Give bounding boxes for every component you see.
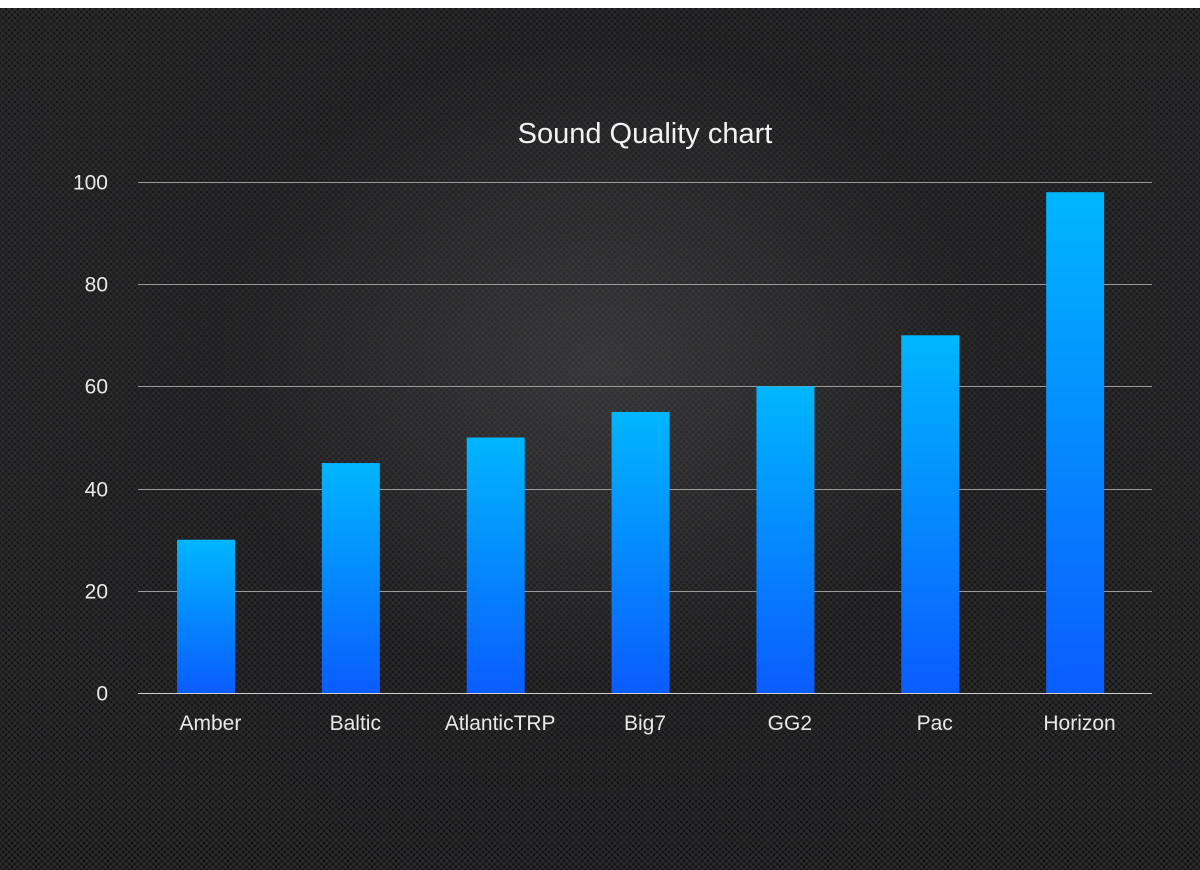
- x-axis-labels: Amber Baltic AtlanticTRP Big7 GG2 Pac Horizon: [179, 712, 1115, 735]
- bar-atlantictrp: [466, 437, 525, 693]
- x-category-label: GG2: [768, 712, 812, 735]
- x-category-label: Horizon: [1043, 712, 1115, 735]
- y-tick-label: 20: [85, 581, 108, 604]
- x-category-label: AtlanticTRP: [445, 712, 556, 735]
- bar-horizon: [1046, 192, 1105, 693]
- y-axis-ticks: 0 20 40 60 80 100: [73, 172, 108, 706]
- x-category-label: Big7: [624, 712, 666, 735]
- bar-amber: [177, 539, 235, 693]
- x-category-label: Baltic: [330, 712, 381, 735]
- y-tick-label: 80: [85, 274, 108, 297]
- y-tick-label: 0: [96, 683, 108, 706]
- chart-title: Sound Quality chart: [518, 118, 773, 150]
- x-category-label: Amber: [179, 712, 241, 735]
- y-tick-label: 40: [85, 479, 108, 502]
- bar-pac: [901, 335, 960, 693]
- bars: [177, 192, 1105, 693]
- bar-gg2: [756, 386, 815, 693]
- y-tick-label: 60: [85, 376, 108, 399]
- y-tick-label: 100: [73, 172, 108, 195]
- bar-big7: [611, 411, 670, 693]
- x-category-label: Pac: [917, 712, 953, 735]
- bar-baltic: [321, 463, 380, 693]
